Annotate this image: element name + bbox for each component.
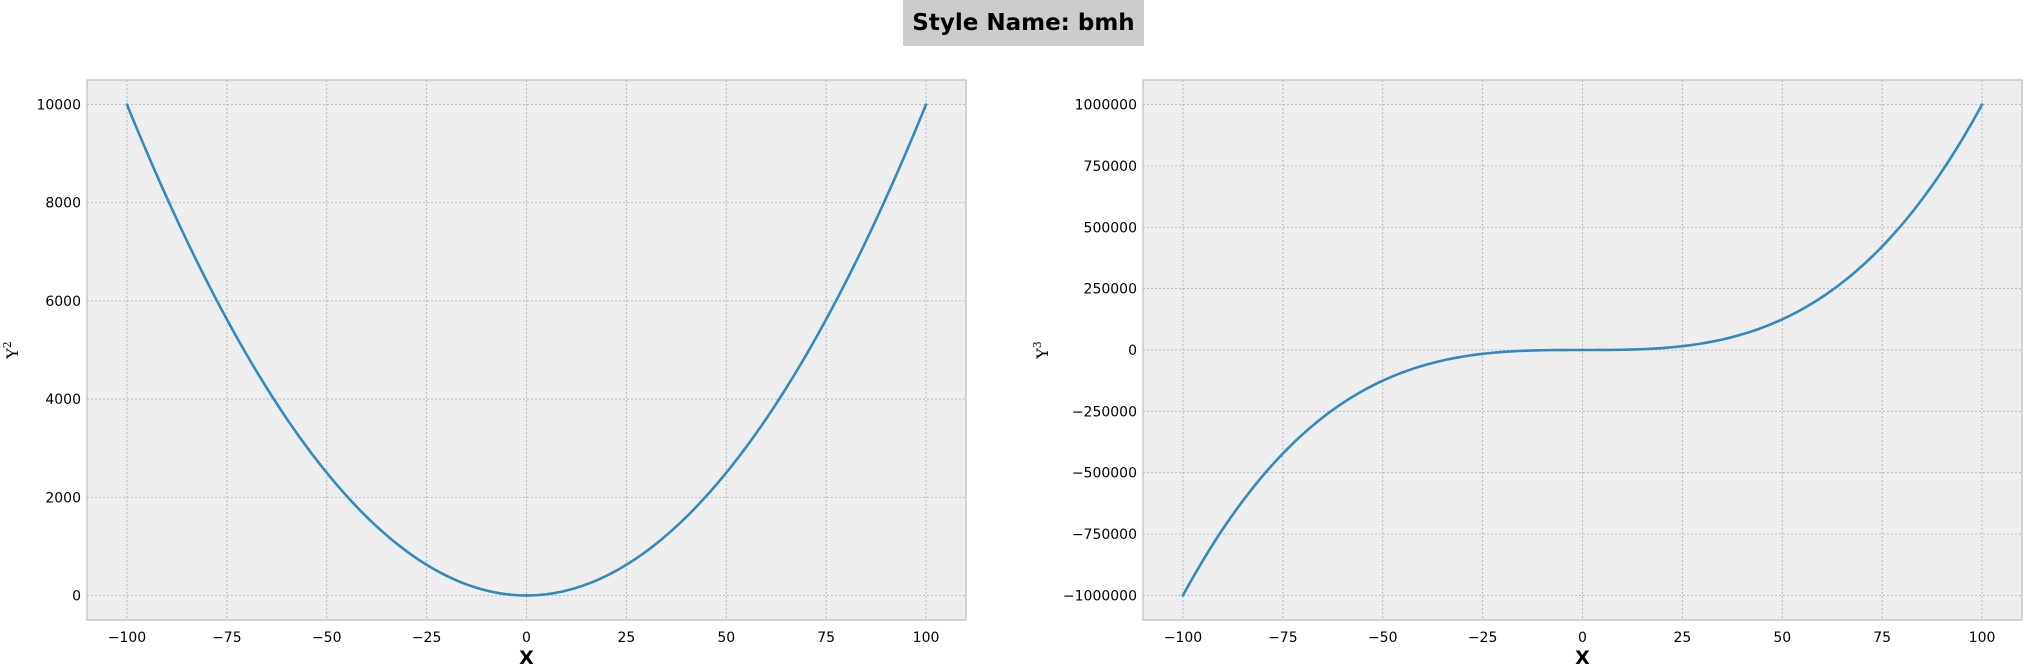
x-axis-label: X xyxy=(519,647,534,669)
y-tick-label: 6000 xyxy=(45,294,81,310)
x-tick-label: 50 xyxy=(1773,630,1791,646)
y-axis-label: Y2 xyxy=(1,341,22,360)
x-tick-label: −75 xyxy=(212,630,242,646)
figure-title: Style Name: bmh xyxy=(912,10,1135,36)
y-tick-label: 0 xyxy=(1128,343,1137,359)
y-tick-label: 1000000 xyxy=(1075,98,1137,114)
y-axis-label-base: Y xyxy=(1033,348,1052,360)
y-tick-label: 2000 xyxy=(45,490,81,506)
y-tick-label: −250000 xyxy=(1072,404,1137,420)
x-tick-label: −25 xyxy=(1468,630,1498,646)
x-tick-label: −100 xyxy=(108,630,146,646)
y-tick-label: 750000 xyxy=(1084,159,1137,175)
x-tick-label: 0 xyxy=(1578,630,1587,646)
x-tick-label: 100 xyxy=(1969,630,1996,646)
y-tick-label: −500000 xyxy=(1072,466,1137,482)
y-tick-label: −750000 xyxy=(1072,527,1137,543)
axes-frame xyxy=(86,79,967,621)
x-tick-label: 50 xyxy=(717,630,735,646)
x-tick-label: 75 xyxy=(1873,630,1891,646)
y-axis-label: Y3 xyxy=(1031,341,1052,360)
y-tick-label: 8000 xyxy=(45,196,81,212)
x-tick-label: 25 xyxy=(617,630,635,646)
y-tick-label: −1000000 xyxy=(1063,588,1137,604)
y-tick-label: 10000 xyxy=(36,98,81,114)
x-tick-label: −100 xyxy=(1164,630,1202,646)
x-tick-label: 75 xyxy=(817,630,835,646)
x-axis-label: X xyxy=(1575,647,1590,669)
x-tick-label: −50 xyxy=(312,630,342,646)
axes-frame xyxy=(1142,79,2023,621)
x-tick-label: −50 xyxy=(1368,630,1398,646)
x-tick-label: 100 xyxy=(913,630,940,646)
y-axis-label-exponent: 2 xyxy=(1,341,14,348)
x-tick-label: 25 xyxy=(1673,630,1691,646)
x-tick-label: −25 xyxy=(412,630,442,646)
grid xyxy=(1143,80,2022,620)
y-tick-label: 500000 xyxy=(1084,220,1137,236)
series-line xyxy=(125,103,928,597)
y-axis-label-exponent: 3 xyxy=(1031,341,1044,348)
subplot-1: −100 −75 −50 −25 0 25 50 75 100 0 2000 4000 6000 8000… xyxy=(1,79,967,669)
subplot-2: −100 −75 −50 −25 0 25 50 75 100 −1000000 −750000 −5… xyxy=(1031,79,2023,669)
grid xyxy=(87,80,966,620)
y-tick-label: 4000 xyxy=(45,392,81,408)
x-tick-label: 0 xyxy=(522,630,531,646)
x-tick-label: −75 xyxy=(1268,630,1298,646)
series-line xyxy=(1181,103,1984,597)
y-axis-label-base: Y xyxy=(3,348,22,360)
figure-title-box: Style Name: bmh xyxy=(903,0,1144,46)
y-tick-label: 250000 xyxy=(1084,282,1137,298)
y-tick-label: 0 xyxy=(72,588,81,604)
